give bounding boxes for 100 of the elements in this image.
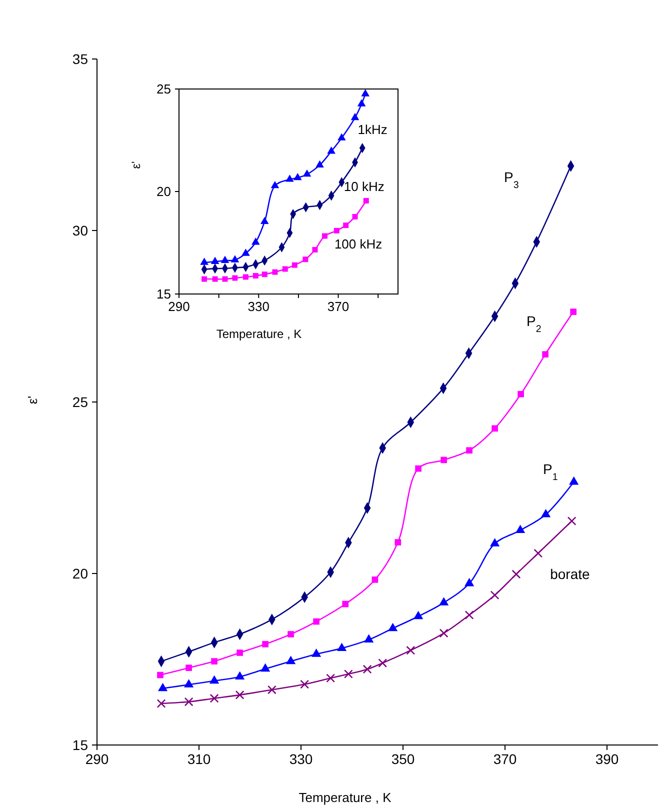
x-tick-label: 290 <box>168 299 190 314</box>
point <box>270 180 280 188</box>
y-tick-label: 35 <box>72 50 88 67</box>
point <box>394 539 402 546</box>
point <box>200 258 208 265</box>
point <box>260 663 270 672</box>
y-tick-label: 25 <box>72 394 88 410</box>
point <box>352 214 358 220</box>
point <box>464 578 474 586</box>
point <box>282 266 288 272</box>
point <box>202 276 208 282</box>
x-tick-label: 310 <box>187 751 211 767</box>
point <box>344 670 353 678</box>
point <box>364 634 374 642</box>
y-axis-title: ε' <box>129 161 143 169</box>
point <box>490 538 500 546</box>
point <box>534 548 543 558</box>
point <box>251 238 260 245</box>
point <box>236 650 243 656</box>
point <box>267 685 276 694</box>
point <box>492 425 498 432</box>
point <box>311 648 322 657</box>
point <box>209 675 220 684</box>
y-tick-label: 30 <box>72 222 88 238</box>
series-label: P$_{2}$ <box>526 312 542 334</box>
point <box>337 133 346 140</box>
point <box>343 222 349 228</box>
point <box>362 664 372 674</box>
x-tick-label: 370 <box>493 751 517 767</box>
point <box>490 590 500 600</box>
point <box>334 228 340 234</box>
point <box>542 351 548 358</box>
x-tick-label: 350 <box>391 751 415 767</box>
point <box>235 690 244 700</box>
point <box>361 89 370 96</box>
x-tick-label: 330 <box>248 299 270 314</box>
point <box>415 465 422 472</box>
point <box>262 272 268 278</box>
point <box>302 169 312 177</box>
point <box>292 262 298 268</box>
point <box>286 174 294 182</box>
point <box>567 516 576 526</box>
point <box>234 671 245 680</box>
point <box>326 674 336 683</box>
x-tick-label: 290 <box>85 751 109 767</box>
point <box>569 476 579 485</box>
y-tick-label: 20 <box>156 184 171 200</box>
point <box>242 248 250 256</box>
point <box>413 610 424 620</box>
point <box>336 642 347 652</box>
point <box>570 308 577 315</box>
point <box>222 276 228 282</box>
x-tick-label: 370 <box>327 299 350 314</box>
point <box>512 570 521 579</box>
point <box>252 273 258 278</box>
point <box>157 672 164 678</box>
point <box>518 390 524 398</box>
point <box>210 256 220 264</box>
y-axis-title: ε' <box>25 396 40 404</box>
point <box>350 112 360 120</box>
point <box>293 172 302 180</box>
point <box>440 456 447 464</box>
point <box>286 656 296 664</box>
text: P$_{3}$ <box>504 169 520 191</box>
point <box>232 275 238 281</box>
y-tick-label: 15 <box>156 286 171 302</box>
point <box>186 664 192 671</box>
point <box>302 256 308 262</box>
point <box>313 618 320 625</box>
point <box>322 233 328 239</box>
y-tick-label: 15 <box>72 736 88 753</box>
series-label: P$_{1}$ <box>543 460 558 482</box>
point <box>327 146 336 154</box>
point <box>439 628 448 638</box>
point <box>515 524 526 534</box>
x-axis-title: Temperature , K <box>298 790 392 805</box>
point <box>342 600 349 608</box>
x-tick-label: 390 <box>595 751 619 767</box>
point <box>388 622 398 632</box>
series-label: 10 kHz <box>344 179 384 194</box>
point <box>158 682 168 692</box>
point <box>357 99 366 106</box>
point <box>156 699 166 708</box>
point <box>312 246 318 252</box>
point <box>242 274 248 280</box>
series-label: 100 kHz <box>334 236 382 252</box>
point <box>272 269 278 275</box>
series-label: 1kHz <box>358 122 388 137</box>
point <box>220 256 230 263</box>
point <box>262 640 268 648</box>
point <box>378 658 388 668</box>
point <box>466 447 472 454</box>
point <box>184 697 194 706</box>
point <box>210 694 219 703</box>
point <box>260 216 269 224</box>
point <box>211 658 218 664</box>
point <box>184 679 194 688</box>
y-tick-label: 20 <box>72 565 88 582</box>
point <box>540 508 551 518</box>
x-tick-label: 330 <box>289 751 313 767</box>
